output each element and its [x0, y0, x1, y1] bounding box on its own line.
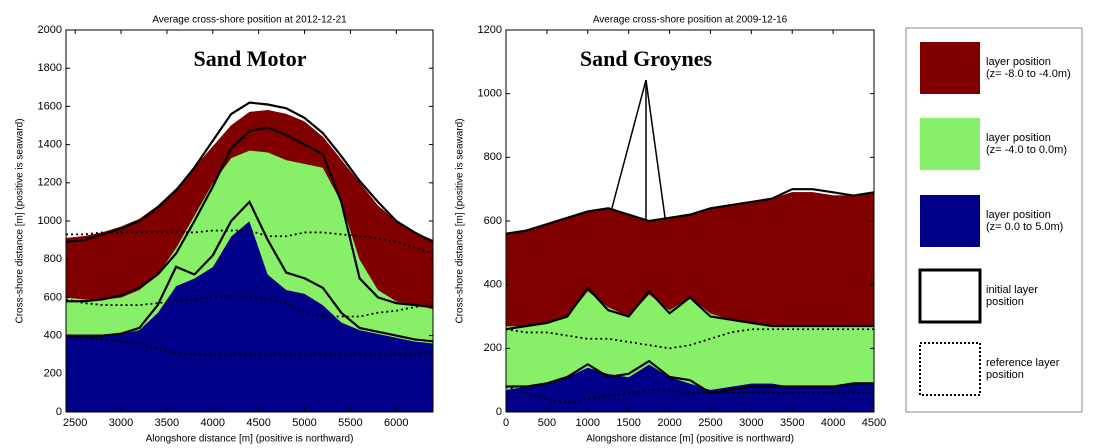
initial-line	[66, 199, 433, 343]
y-tick-label: 0	[56, 406, 62, 418]
legend-label: position	[986, 296, 1024, 308]
legend-swatch	[920, 195, 980, 247]
plot-area	[506, 188, 874, 412]
legend-label: (z= 0.0 to 5.0m)	[986, 221, 1063, 233]
legend-swatch	[920, 42, 980, 94]
y-tick-label: 400	[484, 279, 502, 291]
x-tick-label: 6000	[384, 417, 408, 429]
y-tick-label: 1600	[38, 100, 62, 112]
legend-label: reference layer	[986, 357, 1060, 369]
y-tick-label: 800	[44, 253, 62, 265]
initial-line	[506, 188, 874, 235]
x-axis-label: Alongshore distance [m] (positive is nor…	[586, 434, 794, 445]
y-tick-label: 0	[496, 406, 502, 418]
y-tick-label: 400	[44, 330, 62, 342]
x-tick-label: 3500	[155, 417, 179, 429]
legend-label: layer position	[986, 209, 1051, 221]
y-tick-label: 2000	[38, 24, 62, 36]
x-tick-label: 5500	[338, 417, 362, 429]
x-tick-label: 4500	[862, 417, 886, 429]
legend-label: position	[986, 369, 1024, 381]
legend-label: (z= -8.0 to -4.0m)	[986, 68, 1071, 80]
legend-label: initial layer	[986, 284, 1038, 296]
reference-line	[66, 294, 433, 318]
annotation: Sand Motor	[193, 46, 306, 71]
x-tick-label: 4000	[201, 417, 225, 429]
x-tick-label: 3500	[780, 417, 804, 429]
x-tick-label: 1500	[616, 417, 640, 429]
x-axis-label: Alongshore distance [m] (positive is nor…	[146, 434, 354, 445]
initial-line	[506, 359, 874, 395]
y-tick-label: 1200	[38, 177, 62, 189]
legend-label: layer position	[986, 56, 1051, 68]
reference-line	[506, 385, 874, 404]
x-tick-label: 0	[503, 417, 509, 429]
y-tick-label: 1000	[38, 215, 62, 227]
chart-title: Average cross-shore position at 2012-12-…	[152, 15, 347, 26]
legend-label: (z= -4.0 to 0.0m)	[986, 144, 1067, 156]
y-tick-label: 600	[484, 215, 502, 227]
y-axis-label: Cross-shore distance [m] (positive is se…	[455, 118, 466, 323]
y-tick-label: 200	[484, 342, 502, 354]
initial-line	[66, 101, 433, 244]
reference-line	[66, 334, 433, 356]
x-tick-label: 2000	[657, 417, 681, 429]
y-tick-label: 800	[484, 151, 502, 163]
legend-swatch	[918, 268, 982, 324]
y-tick-label: 1000	[478, 88, 502, 100]
x-tick-label: 1000	[576, 417, 600, 429]
x-tick-label: 3000	[739, 417, 763, 429]
reference-line	[506, 328, 874, 350]
x-tick-label: 4500	[246, 417, 270, 429]
initial-line	[66, 126, 433, 309]
reference-line	[66, 229, 433, 255]
legend-box	[905, 27, 1083, 413]
x-tick-label: 5000	[292, 417, 316, 429]
x-tick-label: 500	[538, 417, 556, 429]
annotation: Sand Groynes	[580, 46, 713, 71]
y-tick-label: 1200	[478, 24, 502, 36]
x-tick-label: 3000	[109, 417, 133, 429]
y-tick-label: 1400	[38, 139, 62, 151]
initial-line	[506, 286, 874, 331]
plot-area	[66, 101, 433, 412]
y-tick-label: 1800	[38, 62, 62, 74]
legend-swatch	[920, 118, 980, 170]
legend-label: layer position	[986, 132, 1051, 144]
y-axis-label: Cross-shore distance [m] (positive is se…	[15, 118, 26, 323]
y-tick-label: 600	[44, 291, 62, 303]
y-tick-label: 200	[44, 368, 62, 380]
legend-swatch	[919, 342, 981, 396]
x-tick-label: 4000	[821, 417, 845, 429]
x-tick-label: 2500	[698, 417, 722, 429]
chart-title: Average cross-shore position at 2009-12-…	[593, 15, 788, 26]
x-tick-label: 2500	[63, 417, 87, 429]
